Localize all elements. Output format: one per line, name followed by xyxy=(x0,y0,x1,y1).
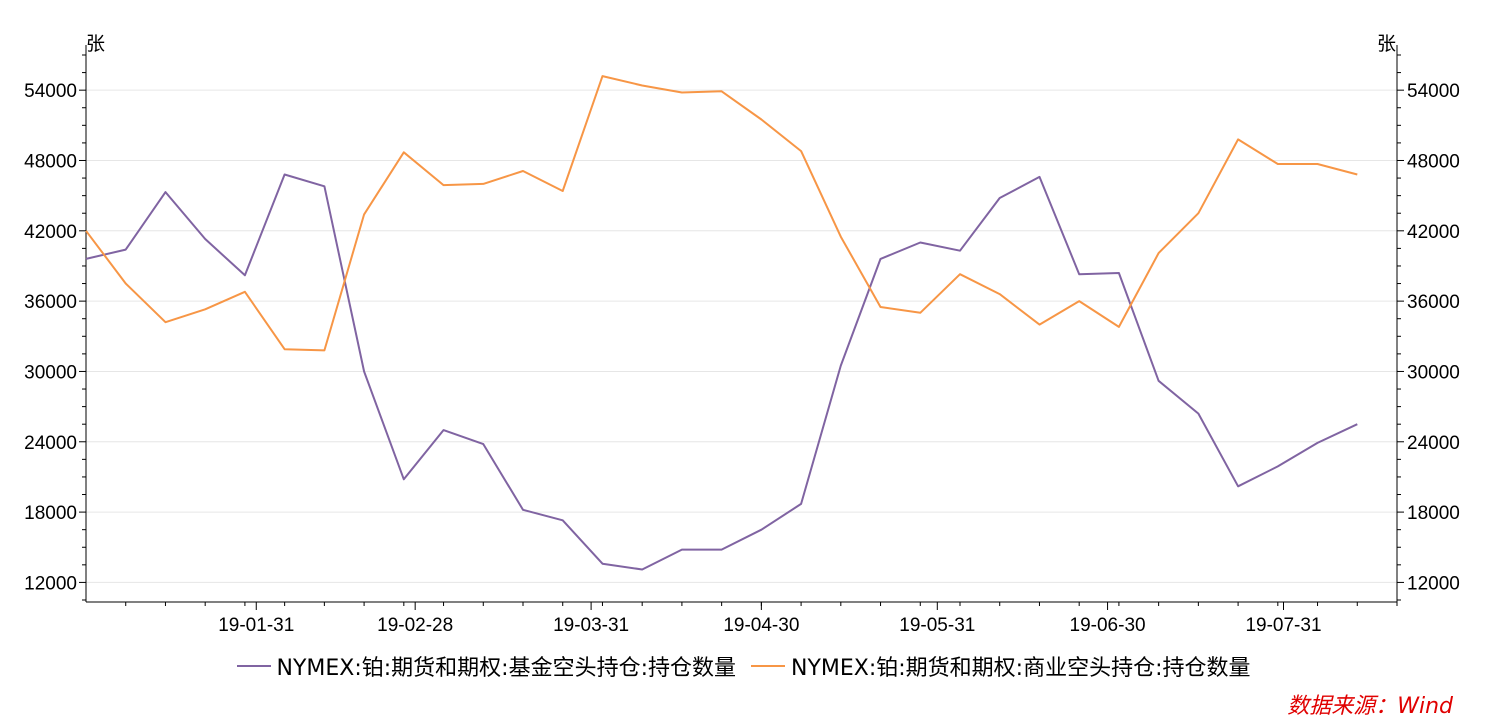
left-y-tick-label: 24000 xyxy=(24,433,77,454)
series-lines xyxy=(85,75,1358,571)
right-y-tick-label: 36000 xyxy=(1407,292,1460,313)
x-tick-label: 19-07-31 xyxy=(1245,615,1321,636)
left-y-tick-label: 54000 xyxy=(24,81,77,102)
line-chart: 12000 12000 18000 18000 24000 24000 30000 30000… xyxy=(24,33,1460,636)
left-y-tick-label: 42000 xyxy=(24,222,77,243)
left-y-tick-label: 18000 xyxy=(24,503,77,524)
left-y-tick-label: 48000 xyxy=(24,151,77,172)
right-y-tick-label: 18000 xyxy=(1407,503,1460,524)
gridlines xyxy=(86,89,1397,583)
x-tick-label: 19-03-31 xyxy=(553,615,629,636)
legend-label-fund-short: NYMEX:铂:期货和期权:基金空头持仓:持仓数量 xyxy=(276,656,737,681)
legend-item-fund-short: NYMEX:铂:期货和期权:基金空头持仓:持仓数量 xyxy=(236,650,737,682)
left-y-tick-label: 36000 xyxy=(24,292,77,313)
right-y-tick-label: 48000 xyxy=(1407,151,1460,172)
right-y-tick-label: 24000 xyxy=(1407,433,1460,454)
axes: 12000 12000 18000 18000 24000 24000 30000 30000… xyxy=(24,45,1460,636)
series-line-commercial-short xyxy=(85,75,1358,352)
legend-swatch-fund-short xyxy=(236,665,271,667)
left-y-unit: 张 xyxy=(86,33,105,55)
data-source-note: 数据来源：Wind xyxy=(1287,694,1453,719)
legend-swatch-commercial-short xyxy=(751,665,785,667)
x-tick-label: 19-06-30 xyxy=(1070,615,1146,636)
right-y-tick-label: 30000 xyxy=(1407,362,1460,383)
legend: NYMEX:铂:期货和期权:基金空头持仓:持仓数量 NYMEX:铂:期货和期权:… xyxy=(0,648,1487,682)
right-y-unit: 张 xyxy=(1377,33,1396,55)
left-y-tick-label: 12000 xyxy=(24,573,77,594)
x-tick-label: 19-01-31 xyxy=(218,615,294,636)
x-tick-label: 19-04-30 xyxy=(723,615,799,636)
right-y-tick-label: 12000 xyxy=(1407,573,1460,594)
right-y-tick-label: 54000 xyxy=(1407,81,1460,102)
legend-label-commercial-short: NYMEX:铂:期货和期权:商业空头持仓:持仓数量 xyxy=(791,656,1251,681)
legend-item-commercial-short: NYMEX:铂:期货和期权:商业空头持仓:持仓数量 xyxy=(751,650,1251,682)
left-y-tick-label: 30000 xyxy=(24,362,77,383)
x-tick-label: 19-02-28 xyxy=(377,615,453,636)
series-line-fund-short xyxy=(85,173,1358,571)
right-y-tick-label: 42000 xyxy=(1407,222,1460,243)
x-tick-label: 19-05-31 xyxy=(899,615,975,636)
